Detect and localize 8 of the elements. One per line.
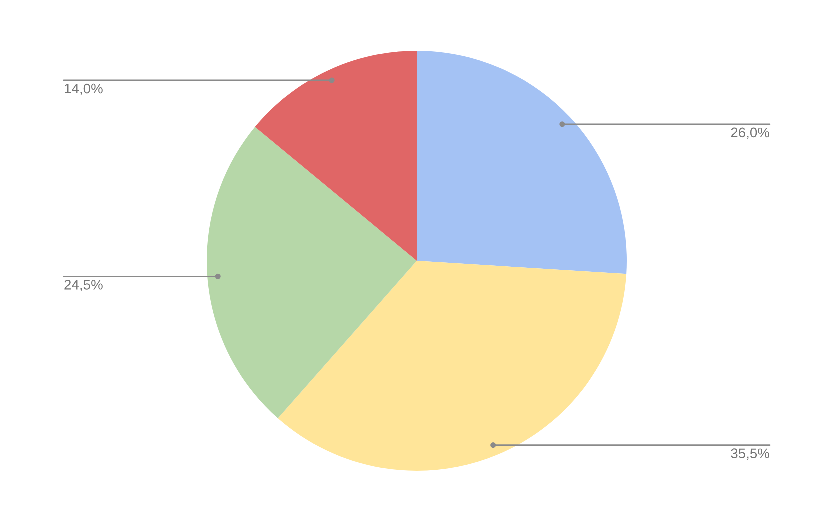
pie-slice xyxy=(207,127,417,419)
pie-slice xyxy=(278,261,627,471)
data-label: 26,0% xyxy=(731,128,770,140)
pie-slice xyxy=(255,51,417,261)
data-label: 24,5% xyxy=(64,280,103,292)
data-label: 14,0% xyxy=(65,84,103,96)
data-label: 35,5% xyxy=(731,448,770,460)
pie-slice xyxy=(417,51,627,274)
